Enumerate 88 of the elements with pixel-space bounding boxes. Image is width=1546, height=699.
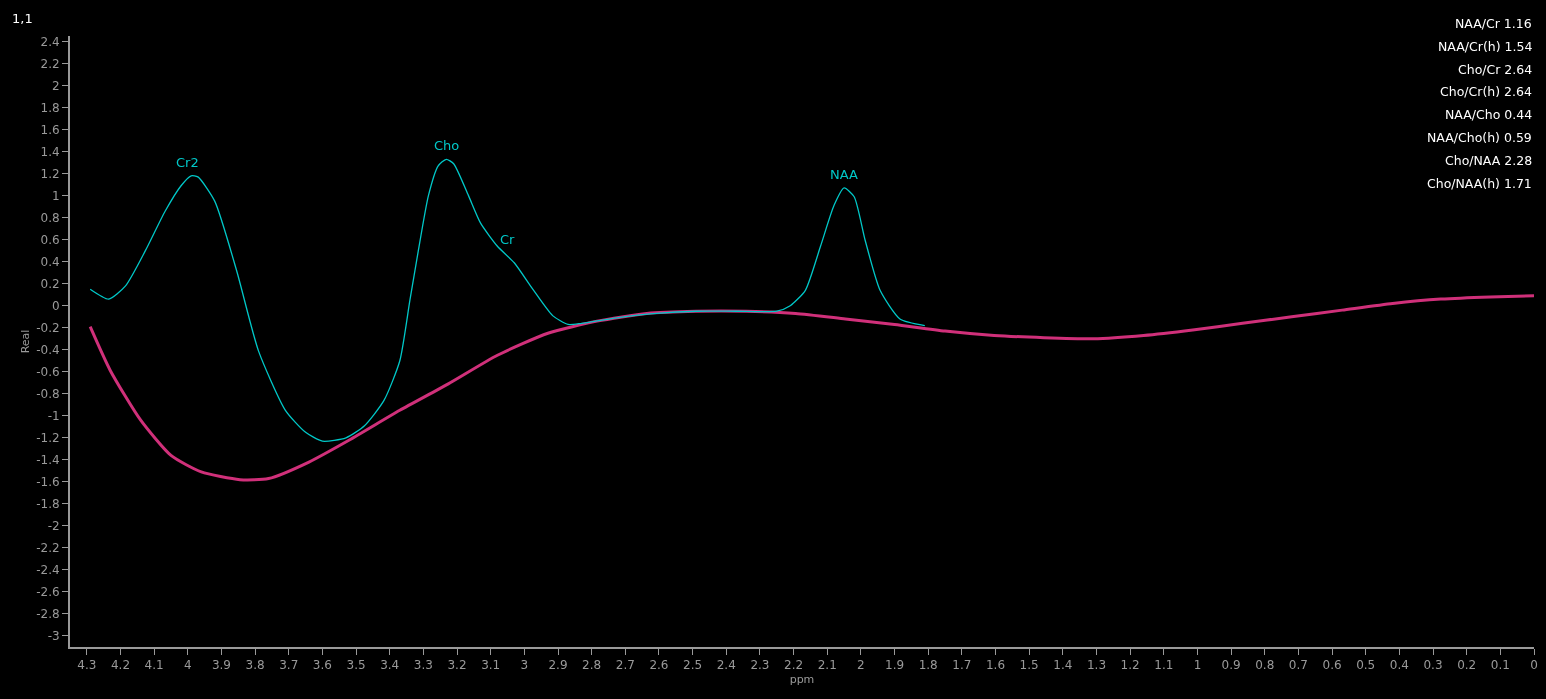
x-tick-label: 1.3 [1086,658,1107,673]
y-tick-label: 0.8 [40,210,60,225]
y-tick-label: 2.2 [40,56,60,71]
y-tick-label: 2 [51,78,60,93]
x-tick-label: 0.2 [1457,658,1477,673]
x-tick-label: 2.3 [750,658,770,673]
annotation: NAA/Cho 0.44 [1445,107,1533,122]
y-tick-label: -1.2 [36,431,60,446]
y-tick-label: 2.4 [40,34,60,49]
text: NAA/Cr 1.16 [1455,16,1532,31]
x-tick-label: 0.5 [1356,658,1376,673]
x-tick-label: 2.1 [817,658,837,673]
x-tick-label: 3.4 [380,658,400,673]
text: 1,1 [12,11,33,26]
y-tick-label: -0.6 [36,364,60,379]
y-tick-label: -1.6 [36,475,60,490]
x-tick-label: 1.5 [1019,658,1039,673]
y-axis-title: Real [19,329,33,354]
y-tick-label: 1.6 [40,122,60,137]
line-series [89,158,926,442]
x-tick-label: 2.6 [649,658,669,673]
x-tick-label: 4 [183,658,192,673]
y-tick-label: 0.4 [40,254,60,269]
annotation: Cho/NAA(h) 1.71 [1427,176,1532,191]
y-tick-label: -1 [47,409,60,424]
x-tick-label: 3.7 [279,658,299,673]
x-tick-label: 1.8 [918,658,938,673]
x-tick-label: 4.2 [110,658,131,673]
x-tick-label: 1.1 [1154,658,1174,673]
x-tick-label: 1.4 [1053,658,1073,673]
x-tick-label: 2.9 [548,658,568,673]
y-tick-label: 1.2 [40,166,60,181]
x-tick-label: 2.8 [582,658,602,673]
x-tick-label: 1.7 [952,658,972,673]
x-tick-label: 2.4 [716,658,736,673]
y-tick-label: 1 [51,188,60,203]
x-tick-label: 0.7 [1288,658,1308,673]
x-tick-label: 0.9 [1221,658,1241,673]
y-tick-label: -2.2 [36,541,60,556]
y-tick-label: -0.2 [36,320,60,335]
x-tick-label: 0.8 [1255,658,1275,673]
y-tick-label: -0.8 [36,386,60,401]
y-tick-label: 1.4 [40,144,60,159]
y-tick-label: -1.4 [36,453,60,468]
y-tick-label: 0.2 [40,276,60,291]
x-tick-label: 1.6 [985,658,1006,673]
x-tick-label: 1.2 [1120,658,1140,673]
y-tick-label: 0.6 [40,232,60,247]
x-tick-label: 3 [520,658,529,673]
y-tick-label: -2.6 [36,585,60,600]
x-tick-label: 3.5 [346,658,366,673]
y-tick-label: -1.8 [36,497,60,512]
x-tick-label: 3.2 [447,658,467,673]
x-tick-label: 0.1 [1490,658,1510,673]
annotation: Cho/Cr(h) 2.64 [1440,84,1532,99]
annotation: NAA/Cr(h) 1.54 [1438,39,1533,54]
y-tick-label: -2 [47,519,60,534]
x-tick-label: 3.8 [245,658,265,673]
annotation: Cr [500,232,516,247]
x-tick-label: 3.1 [481,658,501,673]
annotation: Cr2 [176,155,199,170]
y-tick-label: -0.4 [36,342,60,357]
x-tick-label: 0.6 [1322,658,1342,673]
y-tick-label: -2.8 [36,607,60,622]
y-tick-label: -3 [47,629,60,644]
x-tick-label: 0.3 [1423,658,1443,673]
x-tick-label: 2 [857,658,865,673]
x-tick-label: 2.7 [615,658,635,673]
annotation: Cho/NAA 2.28 [1445,153,1533,168]
y-tick-label: -2.4 [36,563,60,578]
annotation: NAA [830,167,858,182]
x-tick-label: 1.9 [885,658,905,673]
x-tick-label: 2.2 [784,658,804,673]
x-tick-label: 2.5 [683,658,703,673]
x-tick-label: 3.3 [413,658,433,673]
x-tick-label: 3.6 [312,658,332,673]
y-tick-label: 1.8 [40,100,60,115]
x-tick-label: 4.3 [77,658,97,673]
x-tick-label: 0.4 [1389,658,1409,673]
annotation: Cho [434,138,460,153]
annotation: NAA/Cho(h) 0.59 [1427,130,1532,145]
annotation: Cho/Cr 2.64 [1458,62,1533,77]
x-tick-label: 4.1 [144,658,164,673]
y-tick-label: 0 [51,298,60,313]
x-tick-label: 1 [1193,658,1202,673]
x-tick-label: 0 [1530,658,1538,673]
x-axis-title: ppm [789,673,815,687]
x-tick-label: 3.9 [211,658,231,673]
